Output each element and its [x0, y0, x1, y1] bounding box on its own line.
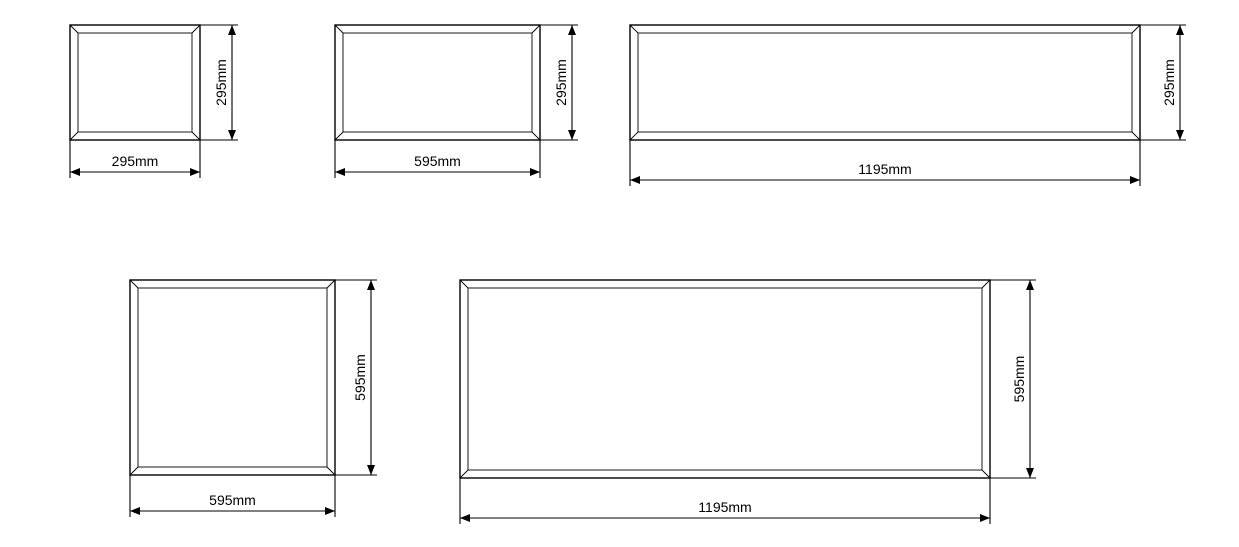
- dim-arrow: [1176, 25, 1184, 35]
- dim-height-label: 295mm: [1161, 59, 1177, 106]
- panel-p3: 1195mm 295mm: [630, 25, 1186, 186]
- panel-bevel: [327, 467, 335, 475]
- panel-outer: [130, 280, 335, 475]
- dim-arrow: [367, 280, 375, 290]
- dim-arrow: [228, 130, 236, 140]
- panel-bevel: [192, 132, 200, 140]
- dim-width-label: 595mm: [209, 492, 256, 508]
- panel-inner: [138, 288, 327, 467]
- panel-bevel: [982, 280, 990, 288]
- dim-height-label: 595mm: [1011, 356, 1027, 403]
- dim-arrow: [630, 176, 640, 184]
- dim-arrow: [130, 507, 140, 515]
- panel-outer: [630, 25, 1140, 140]
- panel-bevel: [630, 132, 638, 140]
- panel-outer: [460, 280, 990, 478]
- dim-arrow: [568, 130, 576, 140]
- dim-width-label: 595mm: [414, 153, 461, 169]
- dim-height-label: 295mm: [213, 59, 229, 106]
- dim-arrow: [1026, 280, 1034, 290]
- panel-bevel: [630, 25, 638, 33]
- panel-bevel: [327, 280, 335, 288]
- dim-arrow: [228, 25, 236, 35]
- panel-bevel: [1132, 132, 1140, 140]
- panel-bevel: [1132, 25, 1140, 33]
- dim-arrow: [367, 465, 375, 475]
- panel-inner: [78, 33, 192, 132]
- dim-width-label: 1195mm: [858, 161, 911, 177]
- panel-bevel: [70, 25, 78, 33]
- panel-bevel: [532, 132, 540, 140]
- panel-bevel: [130, 467, 138, 475]
- panel-inner: [468, 288, 982, 470]
- dim-width-label: 1195mm: [698, 499, 751, 515]
- dim-arrow: [460, 514, 470, 522]
- dim-arrow: [530, 168, 540, 176]
- panel-bevel: [192, 25, 200, 33]
- panel-bevel: [532, 25, 540, 33]
- panel-bevel: [460, 280, 468, 288]
- dim-arrow: [190, 168, 200, 176]
- panel-inner: [638, 33, 1132, 132]
- dim-arrow: [1176, 130, 1184, 140]
- dim-arrow: [70, 168, 80, 176]
- dim-arrow: [1026, 468, 1034, 478]
- panel-bevel: [982, 470, 990, 478]
- dim-arrow: [568, 25, 576, 35]
- dim-height-label: 595mm: [352, 354, 368, 401]
- panel-p1: 295mm 295mm: [70, 25, 238, 178]
- dim-height-label: 295mm: [553, 59, 569, 106]
- panel-p5: 1195mm 595mm: [460, 280, 1036, 524]
- dim-width-label: 295mm: [112, 153, 159, 169]
- panel-bevel: [130, 280, 138, 288]
- panel-bevel: [460, 470, 468, 478]
- dim-arrow: [1130, 176, 1140, 184]
- panel-bevel: [335, 25, 343, 33]
- dim-arrow: [325, 507, 335, 515]
- panel-inner: [343, 33, 532, 132]
- panel-bevel: [335, 132, 343, 140]
- panel-outer: [70, 25, 200, 140]
- panel-p2: 595mm 295mm: [335, 25, 578, 178]
- panel-p4: 595mm 595mm: [130, 280, 377, 517]
- panel-outer: [335, 25, 540, 140]
- panel-bevel: [70, 132, 78, 140]
- dim-arrow: [335, 168, 345, 176]
- dim-arrow: [980, 514, 990, 522]
